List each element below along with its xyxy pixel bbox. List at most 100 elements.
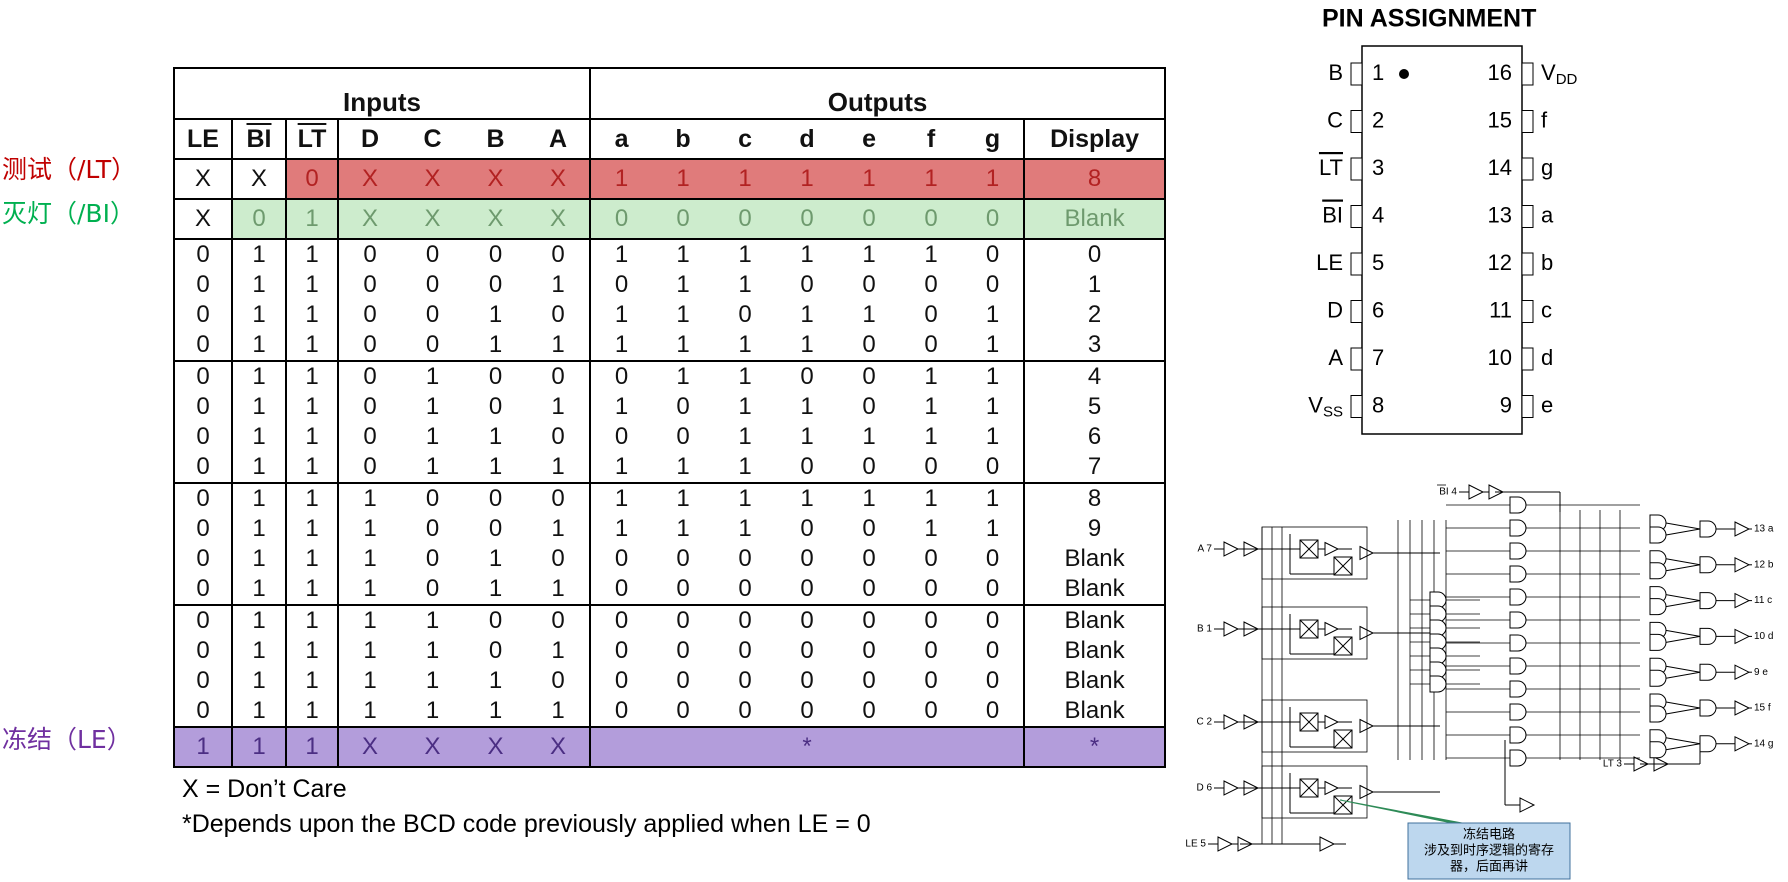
buffer (1324, 780, 1340, 796)
pin-name: a (1541, 202, 1554, 227)
table-cell: 0 (488, 485, 503, 512)
pin-stub (1350, 110, 1363, 133)
table-cell: 0 (714, 199, 777, 239)
table-cell: 0 (527, 666, 592, 696)
note: *Depends upon the BCD code previously ap… (182, 810, 871, 838)
table-cell: 1 (488, 331, 503, 358)
table-cell: 0 (738, 301, 752, 328)
pin-name: BI (1322, 202, 1343, 227)
table-cell: 1 (800, 423, 814, 450)
column-label: g (984, 124, 1001, 153)
table-cell: 1 (962, 483, 1026, 514)
table-cell: 1 (676, 301, 690, 328)
table-cell: 0 (363, 363, 377, 390)
table-cell: X (174, 159, 233, 199)
table-cell: 0 (800, 363, 814, 390)
table-cell: 0 (800, 545, 814, 572)
table-cell: 1 (676, 363, 690, 390)
table-cell: 1 (286, 199, 339, 239)
table-cell: 0 (676, 607, 690, 634)
column-header: B (464, 119, 527, 159)
table-cell: 0 (924, 301, 938, 328)
table-cell: 0 (676, 545, 690, 572)
table-cell: 1 (527, 330, 592, 361)
table-cell: X (527, 159, 592, 199)
table-cell: 0 (174, 239, 233, 270)
table-cell: 1 (425, 667, 440, 694)
table-cell: 1 (286, 422, 339, 452)
buffer (1734, 592, 1751, 609)
table-cell: 1 (862, 301, 876, 328)
table-cell: 0 (488, 607, 503, 634)
table-cell: 1 (527, 636, 592, 666)
gate (1649, 562, 1667, 580)
table-cell: 1 (962, 159, 1026, 199)
pin-stub (1521, 62, 1534, 86)
table-cell: 0 (174, 270, 233, 300)
table-row: 0 1 1 1 0 1 0 0 0 0 0 0 0 0 Blank (174, 544, 1165, 574)
pin-stub (1521, 300, 1534, 323)
pin-number: 11 (1489, 297, 1512, 322)
table-cell: 0 (962, 199, 1026, 239)
table-cell: 1 (488, 697, 503, 724)
table-cell: 0 (614, 545, 629, 572)
table-cell: 1 (676, 331, 690, 358)
table-cell: 1 (862, 423, 876, 450)
table-cell: * (590, 727, 1026, 767)
wire (1665, 737, 1701, 745)
pin-number: 6 (1372, 297, 1384, 322)
column-header: D (338, 119, 401, 159)
table-cell: 0 (614, 607, 629, 634)
table-cell: 0 (174, 392, 233, 422)
table-cell: 0 (862, 453, 876, 480)
table-cell: 0 (676, 423, 690, 450)
table-cell: 0 (488, 515, 503, 542)
column-label: e (862, 124, 876, 153)
table-cell: 1 (614, 485, 629, 512)
table-cell: 0 (425, 241, 440, 268)
table-cell: 1 (286, 270, 339, 300)
table-cell: 4 (1087, 363, 1102, 390)
table-cell: 0 (614, 667, 629, 694)
wire (1299, 712, 1319, 732)
table-cell: 1 (232, 392, 287, 422)
column-label: A (548, 124, 568, 153)
table-cell: 0 (488, 271, 503, 298)
wire (1665, 594, 1701, 602)
column-header: a (590, 119, 652, 159)
table-cell: 0 (174, 452, 233, 483)
table-cell: 0 (488, 241, 503, 268)
table-cell: 1 (232, 696, 287, 727)
group-header: Inputs (174, 68, 592, 120)
buffer (1734, 735, 1751, 752)
table-cell: 0 (590, 199, 653, 239)
pin-label: B (1328, 60, 1343, 85)
table-cell: 0 (862, 575, 876, 602)
pin-sub: SS (1323, 403, 1343, 420)
table-cell: 0 (174, 422, 233, 452)
table-cell: 1 (286, 452, 339, 483)
wire (1665, 665, 1701, 673)
gate (1509, 496, 1527, 514)
table-cell: 0 (924, 637, 938, 664)
table-cell: 0 (174, 361, 233, 392)
table-cell: 1 (862, 241, 876, 268)
table-cell: 0 (676, 637, 690, 664)
column-label: B (486, 124, 505, 153)
table-cell: 1 (614, 515, 629, 542)
table-cell: 0 (527, 544, 592, 574)
gate (1509, 588, 1527, 606)
pin-label: d (1541, 345, 1553, 370)
column-label: a (614, 124, 629, 153)
gate (1699, 735, 1717, 753)
table-row: 0 1 1 1 1 1 1 0 0 0 0 0 0 0 Blank (174, 696, 1165, 727)
side-label: 测试（/LT） (2, 155, 137, 184)
table-cell: 1 (286, 544, 339, 574)
table-cell: 7 (1087, 453, 1102, 480)
wire (1665, 522, 1701, 530)
